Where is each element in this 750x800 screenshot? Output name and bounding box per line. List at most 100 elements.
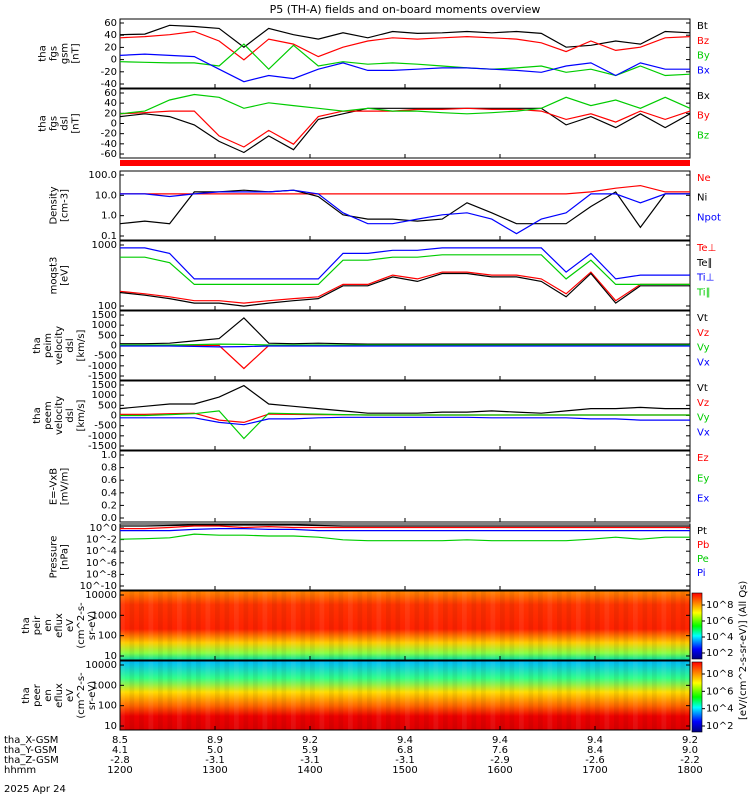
y-axis-label: peir: [32, 615, 43, 635]
spectrogram-stripe: [481, 591, 486, 660]
legend-Vt: Vt: [697, 313, 708, 324]
spectrogram-stripe: [205, 591, 211, 660]
y-axis-label: peem: [43, 401, 54, 429]
series-By: [119, 107, 691, 148]
y-tick-label: 500: [98, 400, 117, 411]
y-axis-label: tha: [38, 115, 49, 131]
y-axis-label: [nT]: [71, 113, 82, 133]
spectrogram-stripe: [566, 591, 572, 660]
spectrogram-stripe: [414, 661, 420, 730]
spectrogram-stripe: [566, 661, 572, 730]
y-tick-label: -1500: [88, 441, 117, 452]
spectrogram-stripe: [633, 591, 638, 660]
legend-Pe: Pe: [697, 554, 709, 565]
y-tick-label: 1500: [92, 380, 117, 391]
spectrogram-stripe: [148, 661, 154, 730]
series-Pb: [120, 525, 690, 530]
legend-Pb: Pb: [697, 540, 709, 551]
series-Bx: [119, 107, 691, 154]
y-axis-label: peim: [43, 333, 54, 358]
spectrogram-stripe: [604, 661, 610, 730]
legend-Ey: Ey: [697, 473, 709, 484]
legend-Vz: Vz: [697, 398, 709, 409]
y-axis-label: dsl: [65, 408, 76, 422]
spectrogram-stripe: [167, 661, 173, 730]
spectrogram-stripe: [633, 661, 638, 730]
legend-Pt: Pt: [697, 526, 707, 537]
spectrogram-stripe: [576, 591, 581, 660]
y-tick-label: 100: [98, 631, 117, 642]
y-axis-label: [nT]: [71, 43, 82, 63]
spectrogram-stripe: [281, 591, 287, 660]
panel-7: 1.0 0.80.6 0.40.2 0.0 E=-VxB [mV/m] Ez Ey Ex: [49, 450, 710, 524]
panel-frame: [119, 523, 691, 591]
spectrogram-stripe: [661, 661, 667, 730]
panel-8: 10^010^-210^-410^-610^-810^-10 Pressure [n…: [49, 523, 710, 592]
colorbar-tick-label: 10^6: [706, 616, 733, 627]
spectrogram-stripe: [538, 661, 543, 730]
spectrogram-stripe: [538, 591, 543, 660]
spectrogram-stripe: [414, 591, 420, 660]
spectrogram-stripe: [272, 591, 277, 660]
colorbar-top: [691, 592, 703, 660]
y-tick-label: 10.0: [95, 190, 117, 201]
spectrogram-stripe: [158, 591, 163, 660]
y-axis-label: [km/s]: [76, 399, 87, 431]
spectrogram-stripe: [253, 661, 258, 730]
spectrogram-stripe: [500, 661, 505, 730]
spectrogram-stripe: [357, 661, 363, 730]
spectrogram-stripe: [319, 661, 325, 730]
spectrogram-stripe: [329, 591, 334, 660]
y-axis-label: dsl: [60, 116, 71, 130]
legend-Bz: Bz: [697, 130, 709, 141]
spectrogram-stripe: [424, 591, 429, 660]
y-tick-label: 1000: [92, 680, 117, 691]
spectrogram-stripe: [614, 661, 619, 730]
spectrogram-stripe: [310, 591, 315, 660]
series-Ti∥: [120, 254, 690, 285]
series-Te∥: [119, 272, 690, 307]
spectrogram-stripe: [585, 661, 591, 730]
y-tick-label: 0.4: [101, 488, 117, 499]
spectrogram-stripe: [595, 591, 600, 660]
series-Npot: [120, 189, 690, 235]
y-tick-label: -60: [101, 149, 117, 160]
spectrogram-stripe: [139, 591, 144, 660]
y-tick-label: 10^-6: [86, 558, 117, 569]
spectrogram-stripe: [120, 661, 125, 730]
spectrogram-stripe: [642, 661, 648, 730]
spectrogram-stripe: [167, 591, 173, 660]
spectrogram-stripe: [357, 591, 363, 660]
spectrogram-stripe: [300, 591, 306, 660]
panel-frame: [119, 450, 691, 523]
spectrogram-stripe: [395, 591, 401, 660]
spectrogram-stripe: [395, 661, 401, 730]
spectrogram-stripe: [528, 591, 534, 660]
spectrogram-stripe: [452, 591, 458, 660]
y-tick-label: 10^-4: [86, 546, 117, 557]
y-tick-label: 500: [98, 330, 117, 341]
y-axis-label: dsl: [65, 338, 76, 352]
legend-Vz: Vz: [697, 328, 709, 339]
spectrogram-stripe: [177, 661, 182, 730]
spectrogram-stripe: [623, 661, 629, 730]
series-Vx: [120, 416, 690, 426]
spectrogram-stripe: [519, 591, 524, 660]
spectrogram-stripe: [604, 591, 610, 660]
series-Pt: [120, 524, 690, 527]
y-axis-label: fgs: [49, 46, 60, 61]
spectrogram-stripe: [253, 591, 258, 660]
spectrogram-stripe: [652, 591, 657, 660]
spectrogram-stripe: [215, 591, 220, 660]
spectrogram-stripe: [234, 591, 239, 660]
y-tick-label: -1000: [88, 361, 117, 372]
y-tick-label: 20: [104, 108, 117, 119]
legend-By: By: [697, 51, 710, 62]
colorbar-label: [eV/(cm^2-s-sr-eV)] (All Qs): [738, 581, 749, 720]
y-axis-label: Density: [49, 186, 60, 224]
y-axis-label: tha: [38, 45, 49, 61]
spectrogram-stripe: [471, 661, 477, 730]
spectrogram-stripe: [224, 661, 230, 730]
y-tick-label: 10: [104, 721, 117, 732]
